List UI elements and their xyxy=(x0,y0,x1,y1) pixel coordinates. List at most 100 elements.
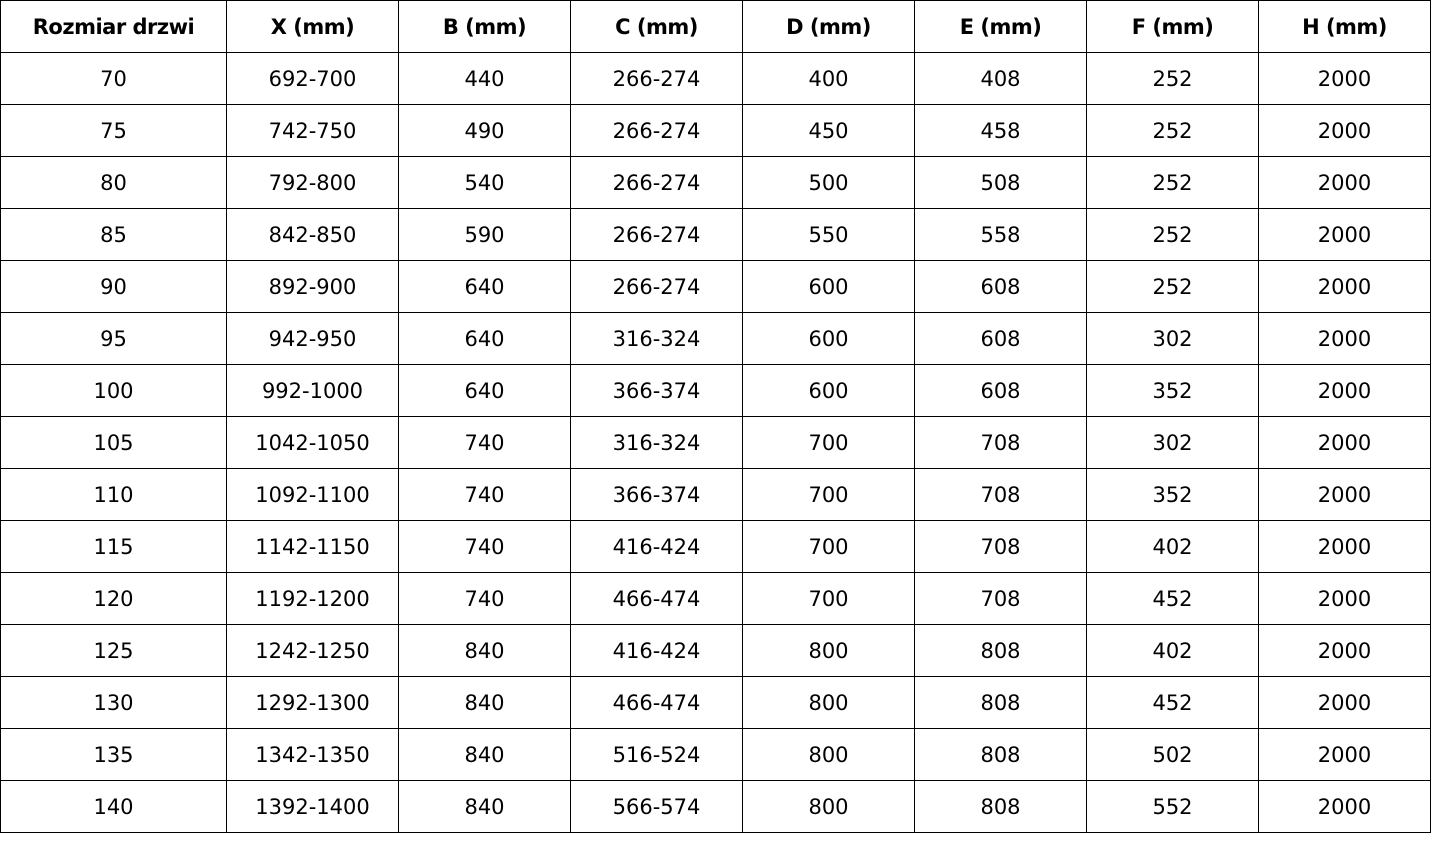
table-row: 105 1042-1050 740 316-324 700 708 302 2000 xyxy=(0,416,1431,469)
column-header: X (mm) xyxy=(226,0,399,53)
table-cell: 366-374 xyxy=(570,468,743,521)
table-cell: 252 xyxy=(1086,156,1259,209)
table-cell: 266-274 xyxy=(570,208,743,261)
column-header: C (mm) xyxy=(570,0,743,53)
table-cell: 2000 xyxy=(1258,780,1431,833)
table-cell: 1342-1350 xyxy=(226,728,399,781)
table-cell: 700 xyxy=(742,416,915,469)
column-header: F (mm) xyxy=(1086,0,1259,53)
table-cell: 516-524 xyxy=(570,728,743,781)
table-cell: 458 xyxy=(914,104,1087,157)
table-cell: 302 xyxy=(1086,312,1259,365)
table-cell: 540 xyxy=(398,156,571,209)
table-cell: 2000 xyxy=(1258,676,1431,729)
table-row: 75 742-750 490 266-274 450 458 252 2000 xyxy=(0,104,1431,157)
table-cell: 700 xyxy=(742,520,915,573)
table-row: 80 792-800 540 266-274 500 508 252 2000 xyxy=(0,156,1431,209)
table-cell: 266-274 xyxy=(570,52,743,105)
table-cell: 742-750 xyxy=(226,104,399,157)
table-row: 135 1342-1350 840 516-524 800 808 502 2000 xyxy=(0,728,1431,781)
table-cell: 125 xyxy=(0,624,227,677)
table-cell: 2000 xyxy=(1258,156,1431,209)
table-cell: 2000 xyxy=(1258,312,1431,365)
table-cell: 316-324 xyxy=(570,312,743,365)
table-cell: 1042-1050 xyxy=(226,416,399,469)
table-cell: 740 xyxy=(398,468,571,521)
table-row: 115 1142-1150 740 416-424 700 708 402 2000 xyxy=(0,520,1431,573)
table-cell: 140 xyxy=(0,780,227,833)
table-cell: 452 xyxy=(1086,676,1259,729)
table-cell: 800 xyxy=(742,780,915,833)
table-cell: 600 xyxy=(742,312,915,365)
table-cell: 130 xyxy=(0,676,227,729)
table-cell: 2000 xyxy=(1258,260,1431,313)
table-cell: 740 xyxy=(398,416,571,469)
table-cell: 110 xyxy=(0,468,227,521)
table-cell: 85 xyxy=(0,208,227,261)
table-header: Rozmiar drzwi X (mm) B (mm) C (mm) D (mm) E (… xyxy=(0,0,1431,53)
table-cell: 840 xyxy=(398,728,571,781)
table-row: 100 992-1000 640 366-374 600 608 352 2000 xyxy=(0,364,1431,417)
table-cell: 105 xyxy=(0,416,227,469)
table-cell: 708 xyxy=(914,520,1087,573)
table-cell: 842-850 xyxy=(226,208,399,261)
table-row: 130 1292-1300 840 466-474 800 808 452 2000 xyxy=(0,676,1431,729)
table-cell: 400 xyxy=(742,52,915,105)
table-row: 125 1242-1250 840 416-424 800 808 402 2000 xyxy=(0,624,1431,677)
table-cell: 2000 xyxy=(1258,468,1431,521)
table-cell: 840 xyxy=(398,624,571,677)
table-cell: 608 xyxy=(914,364,1087,417)
table-row: 95 942-950 640 316-324 600 608 302 2000 xyxy=(0,312,1431,365)
table-body: 70 692-700 440 266-274 400 408 252 2000 75 742-75… xyxy=(0,52,1431,833)
table-cell: 700 xyxy=(742,468,915,521)
table-cell: 452 xyxy=(1086,572,1259,625)
table-cell: 740 xyxy=(398,520,571,573)
table-cell: 466-474 xyxy=(570,572,743,625)
table-cell: 402 xyxy=(1086,624,1259,677)
table-cell: 466-474 xyxy=(570,676,743,729)
table-row: 90 892-900 640 266-274 600 608 252 2000 xyxy=(0,260,1431,313)
table-cell: 402 xyxy=(1086,520,1259,573)
column-header: B (mm) xyxy=(398,0,571,53)
table-cell: 708 xyxy=(914,572,1087,625)
table-cell: 266-274 xyxy=(570,156,743,209)
table-cell: 2000 xyxy=(1258,624,1431,677)
table-cell: 992-1000 xyxy=(226,364,399,417)
table-cell: 1392-1400 xyxy=(226,780,399,833)
column-header: H (mm) xyxy=(1258,0,1431,53)
table-cell: 252 xyxy=(1086,52,1259,105)
table-cell: 608 xyxy=(914,312,1087,365)
table-cell: 2000 xyxy=(1258,208,1431,261)
table-cell: 700 xyxy=(742,572,915,625)
column-header: D (mm) xyxy=(742,0,915,53)
table-cell: 2000 xyxy=(1258,520,1431,573)
table-cell: 80 xyxy=(0,156,227,209)
table-cell: 1142-1150 xyxy=(226,520,399,573)
table-cell: 508 xyxy=(914,156,1087,209)
table-cell: 692-700 xyxy=(226,52,399,105)
table-cell: 600 xyxy=(742,260,915,313)
table-cell: 2000 xyxy=(1258,52,1431,105)
door-dimensions-table: Rozmiar drzwi X (mm) B (mm) C (mm) D (mm) E (… xyxy=(0,0,1431,833)
table-cell: 942-950 xyxy=(226,312,399,365)
table-cell: 115 xyxy=(0,520,227,573)
table-cell: 640 xyxy=(398,364,571,417)
table-cell: 2000 xyxy=(1258,104,1431,157)
table-row: 120 1192-1200 740 466-474 700 708 452 2000 xyxy=(0,572,1431,625)
table-cell: 1092-1100 xyxy=(226,468,399,521)
table-cell: 640 xyxy=(398,312,571,365)
table-cell: 252 xyxy=(1086,104,1259,157)
table-cell: 840 xyxy=(398,676,571,729)
column-header: E (mm) xyxy=(914,0,1087,53)
table-cell: 2000 xyxy=(1258,364,1431,417)
table-cell: 2000 xyxy=(1258,416,1431,469)
table-cell: 808 xyxy=(914,780,1087,833)
table-row: 70 692-700 440 266-274 400 408 252 2000 xyxy=(0,52,1431,105)
table-cell: 808 xyxy=(914,624,1087,677)
table-cell: 416-424 xyxy=(570,520,743,573)
table-cell: 708 xyxy=(914,416,1087,469)
table-cell: 608 xyxy=(914,260,1087,313)
table-cell: 800 xyxy=(742,728,915,781)
table-cell: 90 xyxy=(0,260,227,313)
table-cell: 500 xyxy=(742,156,915,209)
